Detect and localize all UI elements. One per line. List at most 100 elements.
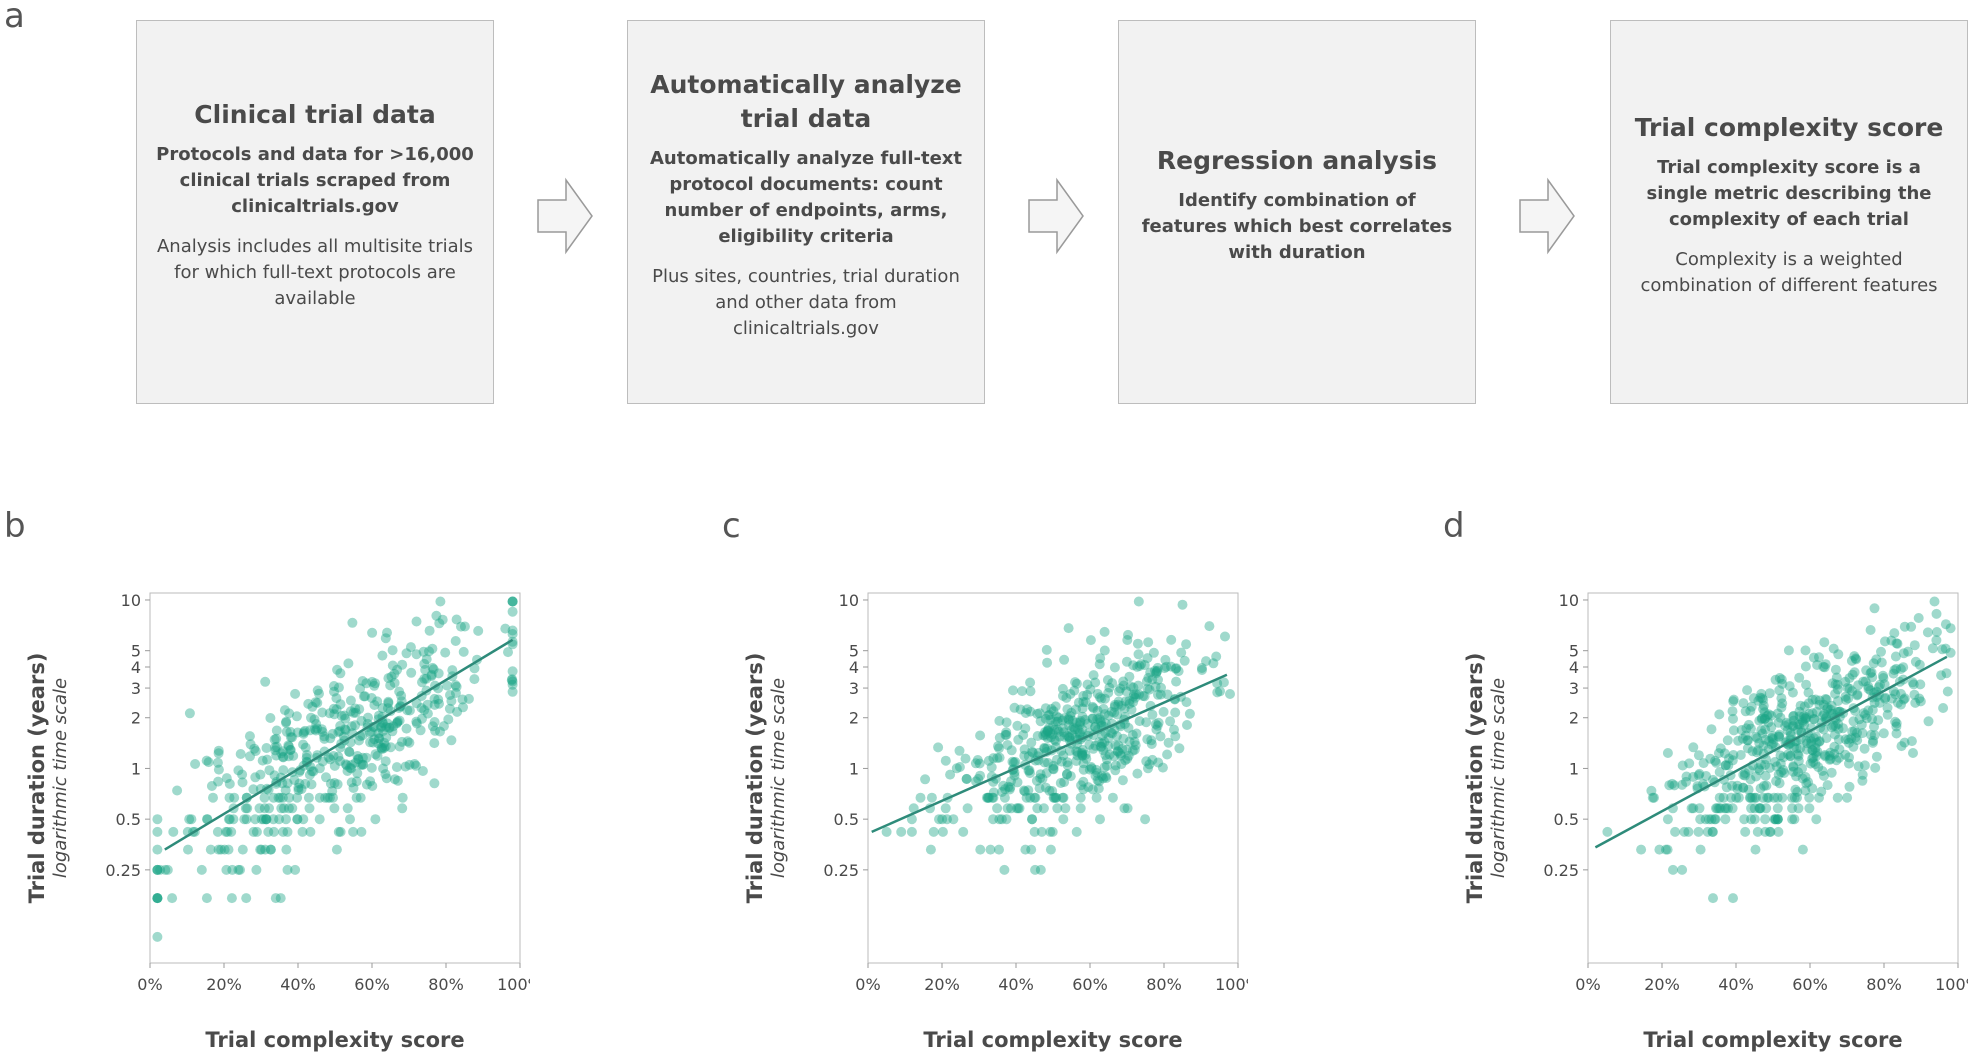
data-point — [1002, 803, 1013, 814]
data-point — [1833, 734, 1844, 745]
data-point — [906, 814, 917, 825]
data-point — [1147, 754, 1158, 765]
data-point — [1724, 753, 1734, 764]
data-point — [1636, 844, 1647, 855]
data-point — [1100, 693, 1110, 704]
data-point — [974, 758, 985, 769]
data-point — [1087, 701, 1098, 712]
data-point — [437, 614, 448, 625]
data-point — [1878, 670, 1888, 681]
data-point — [422, 699, 433, 710]
data-point — [1820, 694, 1831, 704]
data-point — [1009, 770, 1020, 781]
data-point — [1117, 743, 1128, 754]
data-point — [1029, 792, 1040, 803]
data-point — [1871, 654, 1882, 665]
data-point — [415, 725, 426, 736]
data-point — [1029, 826, 1040, 837]
data-point — [269, 770, 280, 781]
data-point — [1808, 757, 1819, 768]
data-point — [1899, 737, 1910, 748]
data-point — [1015, 704, 1026, 715]
data-point — [1793, 755, 1804, 766]
data-point — [1116, 750, 1126, 761]
data-point — [1001, 727, 1012, 738]
data-point — [906, 826, 917, 837]
y-tick-label: 0.5 — [1554, 810, 1579, 829]
data-point — [1041, 768, 1052, 778]
data-point — [507, 629, 518, 639]
data-point — [1755, 783, 1766, 794]
data-point — [1772, 814, 1783, 825]
data-point — [1106, 706, 1117, 717]
data-point — [1772, 814, 1783, 825]
flow-box-clinical-data: Clinical trial data Protocols and data f… — [136, 20, 494, 404]
data-point — [1720, 760, 1731, 771]
data-point — [1071, 746, 1082, 757]
data-point — [424, 646, 434, 657]
data-point — [1793, 750, 1804, 761]
data-point — [1173, 666, 1184, 677]
data-point — [1891, 718, 1902, 729]
data-point — [1693, 770, 1704, 781]
data-point — [281, 716, 292, 727]
data-point — [276, 803, 287, 814]
data-point — [1770, 814, 1781, 825]
data-point — [1834, 752, 1845, 763]
panel-letter-a: a — [4, 0, 25, 36]
data-point — [1861, 665, 1872, 676]
data-point — [1052, 803, 1063, 814]
data-point — [1728, 750, 1739, 760]
data-point — [1792, 724, 1803, 735]
data-point — [1828, 720, 1839, 731]
data-point — [469, 674, 480, 685]
data-point — [1109, 701, 1120, 712]
data-point — [346, 777, 357, 788]
data-point — [1103, 687, 1114, 698]
data-point — [219, 844, 230, 855]
data-point — [1134, 661, 1145, 671]
data-point — [340, 759, 351, 770]
data-point — [341, 760, 352, 771]
data-point — [1047, 729, 1058, 740]
data-point — [975, 844, 986, 855]
data-point — [1909, 640, 1920, 651]
data-point — [1847, 669, 1858, 680]
data-point — [945, 769, 956, 780]
data-point — [469, 663, 480, 674]
data-point — [367, 676, 378, 687]
data-point — [184, 708, 195, 719]
data-point — [1721, 782, 1732, 793]
data-point — [325, 754, 336, 765]
data-point — [1078, 690, 1089, 701]
data-point — [1816, 786, 1827, 797]
data-point — [1077, 750, 1088, 761]
data-point — [1012, 720, 1023, 731]
data-point — [346, 721, 357, 732]
data-point — [1145, 667, 1156, 678]
data-point — [305, 725, 316, 736]
data-point — [261, 743, 272, 753]
data-point — [1757, 693, 1768, 704]
data-point — [1059, 713, 1070, 724]
data-point — [308, 766, 319, 777]
data-point — [345, 706, 356, 717]
data-point — [1890, 716, 1901, 727]
data-point — [1103, 710, 1114, 721]
data-point — [962, 803, 973, 814]
data-point — [283, 741, 294, 752]
data-point — [1051, 792, 1062, 803]
data-point — [1647, 792, 1658, 803]
data-point — [933, 742, 944, 753]
data-point — [440, 647, 451, 658]
data-point — [1057, 683, 1068, 694]
data-point — [303, 792, 314, 803]
data-point — [235, 864, 245, 875]
data-point — [296, 784, 307, 795]
data-point — [434, 618, 445, 629]
data-point — [1749, 814, 1760, 825]
data-point — [1711, 803, 1721, 814]
data-point — [1133, 596, 1144, 607]
data-point — [1800, 661, 1811, 672]
data-point — [1818, 699, 1829, 710]
